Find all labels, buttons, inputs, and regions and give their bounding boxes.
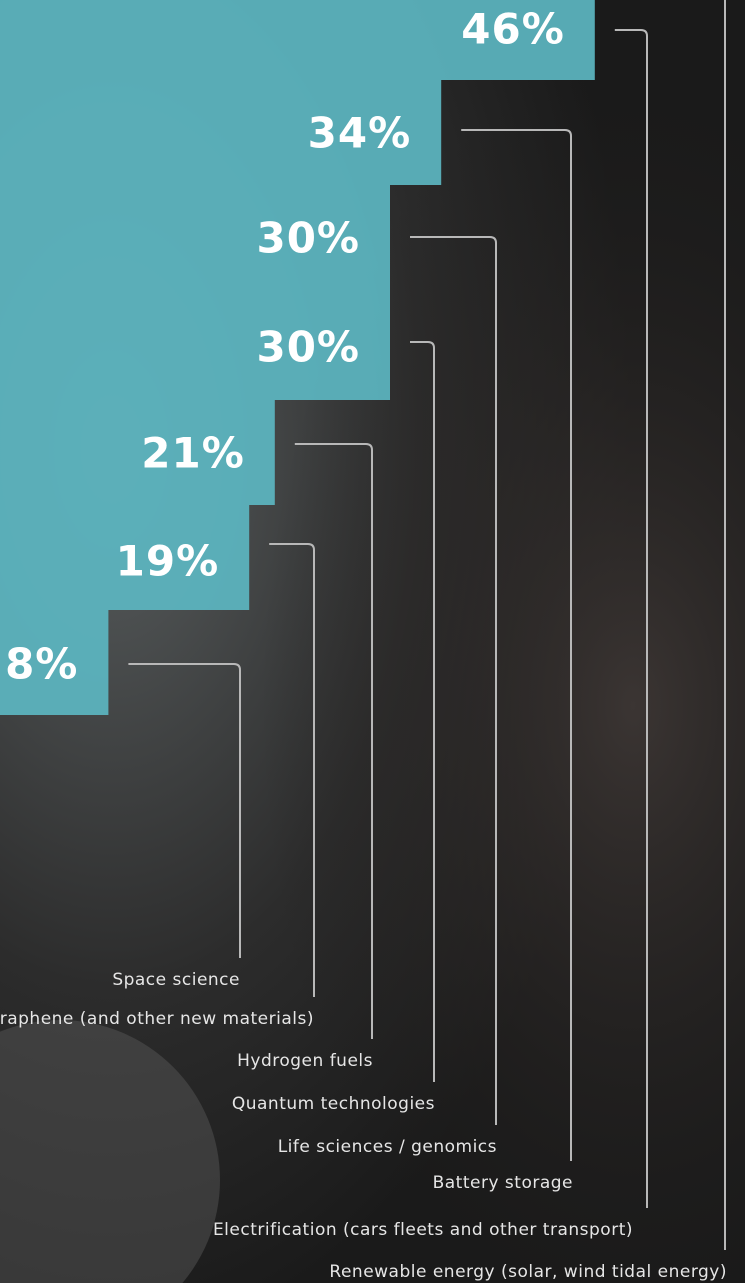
background-shape — [0, 1020, 220, 1283]
value-label: 21% — [141, 429, 245, 478]
bar — [0, 0, 595, 80]
bar — [0, 400, 275, 505]
bar — [0, 80, 442, 185]
leader-line — [128, 663, 241, 958]
leader-line — [269, 543, 315, 997]
leader-line — [614, 29, 648, 1208]
category-label: Electrification (cars fleets and other t… — [213, 1220, 633, 1240]
category-label: Renewable energy (solar, wind tidal ener… — [329, 1262, 727, 1282]
value-label: 30% — [256, 323, 360, 372]
category-label: Graphene (and other new materials) — [0, 1009, 314, 1029]
category-label: Life sciences / genomics — [278, 1137, 497, 1157]
value-label: 46% — [461, 5, 565, 54]
bar — [0, 610, 109, 715]
leader-line — [410, 341, 435, 1082]
value-label: 34% — [308, 109, 412, 158]
value-label: 30% — [256, 214, 360, 263]
category-label: Battery storage — [433, 1173, 573, 1193]
bar — [0, 505, 250, 610]
bar — [0, 295, 390, 400]
leader-line — [294, 443, 373, 1039]
category-label: Hydrogen fuels — [237, 1051, 373, 1071]
category-label: Space science — [112, 970, 240, 990]
leader-line — [410, 236, 497, 1125]
value-label: 8% — [5, 640, 78, 689]
category-label: Quantum technologies — [232, 1094, 435, 1114]
leader-line — [461, 129, 572, 1161]
value-label: 19% — [116, 537, 220, 586]
bar — [0, 185, 390, 295]
